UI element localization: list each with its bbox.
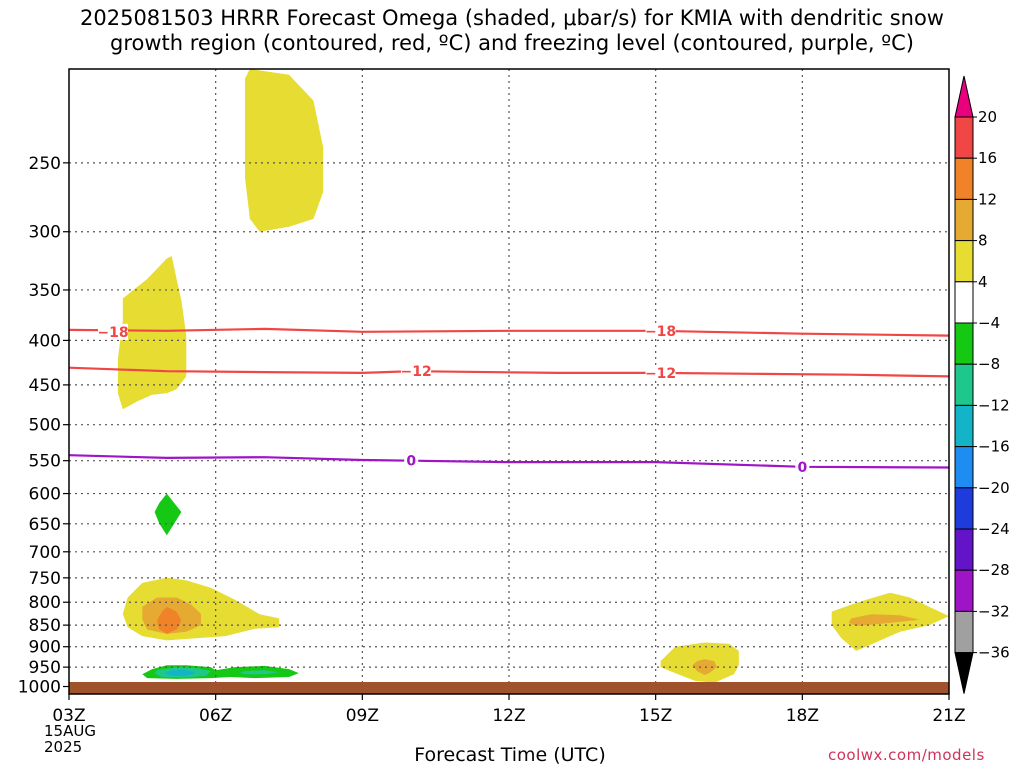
colorbar-band-4 [954,240,974,283]
y-tick-label-450: 450 [29,376,61,396]
y-tick-label-800: 800 [29,593,61,613]
colorbar-label-1: 16 [978,149,997,167]
colorbar-label-5: −4 [978,314,1000,332]
temperature-contours: −18 −18 −12 −12 0 0 [68,322,950,476]
x-tick-label-18Z: 18Z [786,706,819,726]
y-tick-label-300: 300 [29,223,61,243]
contour-label--18-1: −18 [645,324,676,340]
date-label-day: 15AUG [44,722,96,740]
colorbar-band-11 [954,528,974,571]
colorbar: 20 16 12 8 4 −4 −8 −12 −16 −20 −24 −28 −32 −36 [954,75,1010,694]
omega-region-0 [245,69,324,232]
colorbar-top-arrow [954,75,974,118]
y-tick-label-650: 650 [29,515,61,535]
colorbar-band-12 [954,569,974,612]
contour-label--18-0: −18 [97,325,128,341]
contour-label-0-1: 0 [797,460,807,476]
omega-region-9 [240,670,280,675]
colorbar-label-12: −32 [978,602,1010,620]
colorbar-band-13 [954,610,974,654]
colorbar-band-7 [954,363,974,406]
y-tick-label-850: 850 [29,616,61,636]
omega-region-8 [164,669,197,676]
contour-label--12-0: −12 [401,364,432,380]
colorbar-band-9 [954,446,974,489]
colorbar-band-3 [954,198,974,242]
colorbar-label-0: 20 [978,108,997,126]
y-tick-label-500: 500 [29,416,61,436]
contour-label--12-1: −12 [645,366,676,382]
ground-bar [69,682,949,694]
colorbar-label-7: −12 [978,396,1010,414]
contour-line--18 [68,327,950,337]
y-tick-label-400: 400 [29,331,61,351]
contour-line--12 [68,366,950,378]
y-tick-label-550: 550 [29,452,61,472]
y-tick-label-250: 250 [29,154,61,174]
omega-region-5 [157,606,182,634]
colorbar-label-10: −24 [978,520,1010,538]
x-tick-label-21Z: 21Z [932,706,965,726]
colorbar-label-6: −8 [978,355,1000,373]
date-label-year: 2025 [44,738,83,756]
x-tick-label-09Z: 09Z [346,706,379,726]
colorbar-band-2 [954,157,974,200]
omega-shading [117,69,949,683]
contour-label-bg-0-0 [404,452,419,469]
contour-label-bg-0-1 [795,458,810,475]
colorbar-band-6 [954,322,974,365]
colorbar-band-1 [954,116,974,159]
colorbar-label-2: 12 [978,190,997,208]
colorbar-label-9: −20 [978,479,1010,497]
y-tick-label-900: 900 [29,638,61,658]
contour-label-bg--18-0 [98,323,128,340]
credit-link[interactable]: coolwx.com/models [828,746,985,764]
omega-region-2 [154,493,182,536]
y-tick-label-700: 700 [29,543,61,563]
contour-label-0-0: 0 [406,454,416,470]
colorbar-band-10 [954,487,974,530]
y-tick-label-1000: 1000 [18,678,61,698]
y-tick-label-350: 350 [29,281,61,301]
colorbar-label-4: 4 [978,273,988,291]
colorbar-band-5 [954,281,974,324]
contour-label-bg--12-0 [401,363,432,380]
y-tick-label-600: 600 [29,485,61,505]
colorbar-band-8 [954,404,974,448]
omega-region-13 [848,614,920,626]
colorbar-label-3: 8 [978,232,988,250]
colorbar-label-11: −28 [978,561,1010,579]
y-tick-label-750: 750 [29,569,61,589]
x-axis-title: Forecast Time (UTC) [414,744,606,766]
chart-title: 2025081503 HRRR Forecast Omega (shaded, … [80,6,944,55]
contour-label-bg--18-1 [645,322,676,339]
x-tick-label-06Z: 06Z [199,706,232,726]
grid-lines [69,69,949,694]
x-axis: 03Z 06Z 09Z 12Z 15Z 18Z 21Z [52,694,966,726]
x-tick-label-15Z: 15Z [639,706,672,726]
y-tick-label-950: 950 [29,658,61,678]
x-tick-label-12Z: 12Z [492,706,525,726]
contour-label-bg--12-1 [645,364,676,381]
x-tick-label-03Z: 03Z [52,706,85,726]
omega-region-11 [692,659,717,675]
y-axis: 2503003504004505005506006507007508008509… [18,154,69,698]
colorbar-label-13: −36 [978,644,1010,662]
colorbar-bottom-arrow [954,652,974,694]
colorbar-label-8: −16 [978,438,1010,456]
